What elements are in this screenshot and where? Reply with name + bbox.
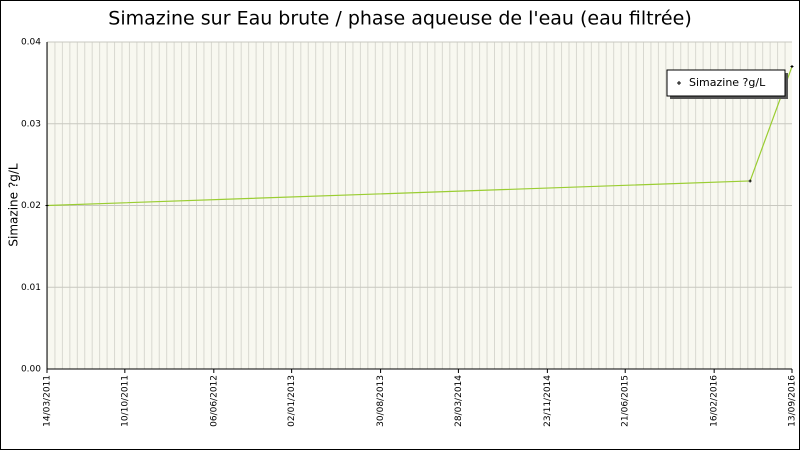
x-tick-label: 02/01/2013	[287, 375, 297, 427]
y-tick-label: 0.01	[21, 283, 41, 293]
point-marker	[45, 204, 49, 207]
y-tick-label: 0.00	[21, 365, 41, 375]
legend-box	[666, 69, 786, 97]
x-tick-label: 10/10/2011	[120, 375, 130, 427]
x-tick-label: 14/03/2011	[43, 375, 53, 427]
chart-title: Simazine sur Eau brute / phase aqueuse d…	[108, 8, 691, 30]
x-tick-label: 13/09/2016	[788, 375, 798, 427]
legend: Simazine ?g/L	[666, 69, 788, 99]
x-tick-label: 28/03/2014	[454, 375, 464, 427]
x-tick-label: 16/02/2016	[710, 375, 720, 427]
x-tick-label: 23/11/2014	[543, 375, 553, 427]
y-axis-label: Simazine ?g/L	[7, 163, 21, 246]
legend-marker	[677, 81, 681, 85]
x-tick-label: 06/06/2012	[209, 375, 219, 427]
x-tick-label: 30/08/2013	[376, 375, 386, 427]
y-tick-label: 0.03	[21, 119, 41, 129]
point-marker	[748, 179, 752, 183]
y-tick-label: 0.02	[21, 201, 41, 211]
x-tick-label: 21/06/2015	[621, 375, 631, 427]
y-tick-label: 0.04	[21, 38, 41, 48]
legend-label: Simazine ?g/L	[689, 76, 766, 89]
point-marker	[790, 65, 794, 69]
